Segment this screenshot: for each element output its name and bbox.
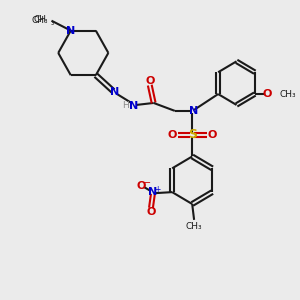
Text: CH: CH xyxy=(34,15,47,24)
Text: O: O xyxy=(208,130,217,140)
Text: CH₃: CH₃ xyxy=(186,222,202,231)
Text: H: H xyxy=(122,101,129,110)
Text: O: O xyxy=(167,130,177,140)
Text: N: N xyxy=(188,106,198,116)
Text: CH₃: CH₃ xyxy=(32,16,49,25)
Text: N: N xyxy=(66,26,75,36)
Text: N: N xyxy=(148,187,158,197)
Text: N: N xyxy=(129,101,138,111)
Text: +: + xyxy=(154,185,161,194)
Text: N: N xyxy=(110,87,120,97)
Text: S: S xyxy=(188,128,197,141)
Text: O: O xyxy=(145,76,154,86)
Text: CH₃: CH₃ xyxy=(280,89,296,98)
Text: O: O xyxy=(263,89,272,99)
Text: −: − xyxy=(143,178,151,188)
Text: ₃: ₃ xyxy=(50,18,54,27)
Text: O: O xyxy=(136,181,146,191)
Text: O: O xyxy=(146,207,156,217)
